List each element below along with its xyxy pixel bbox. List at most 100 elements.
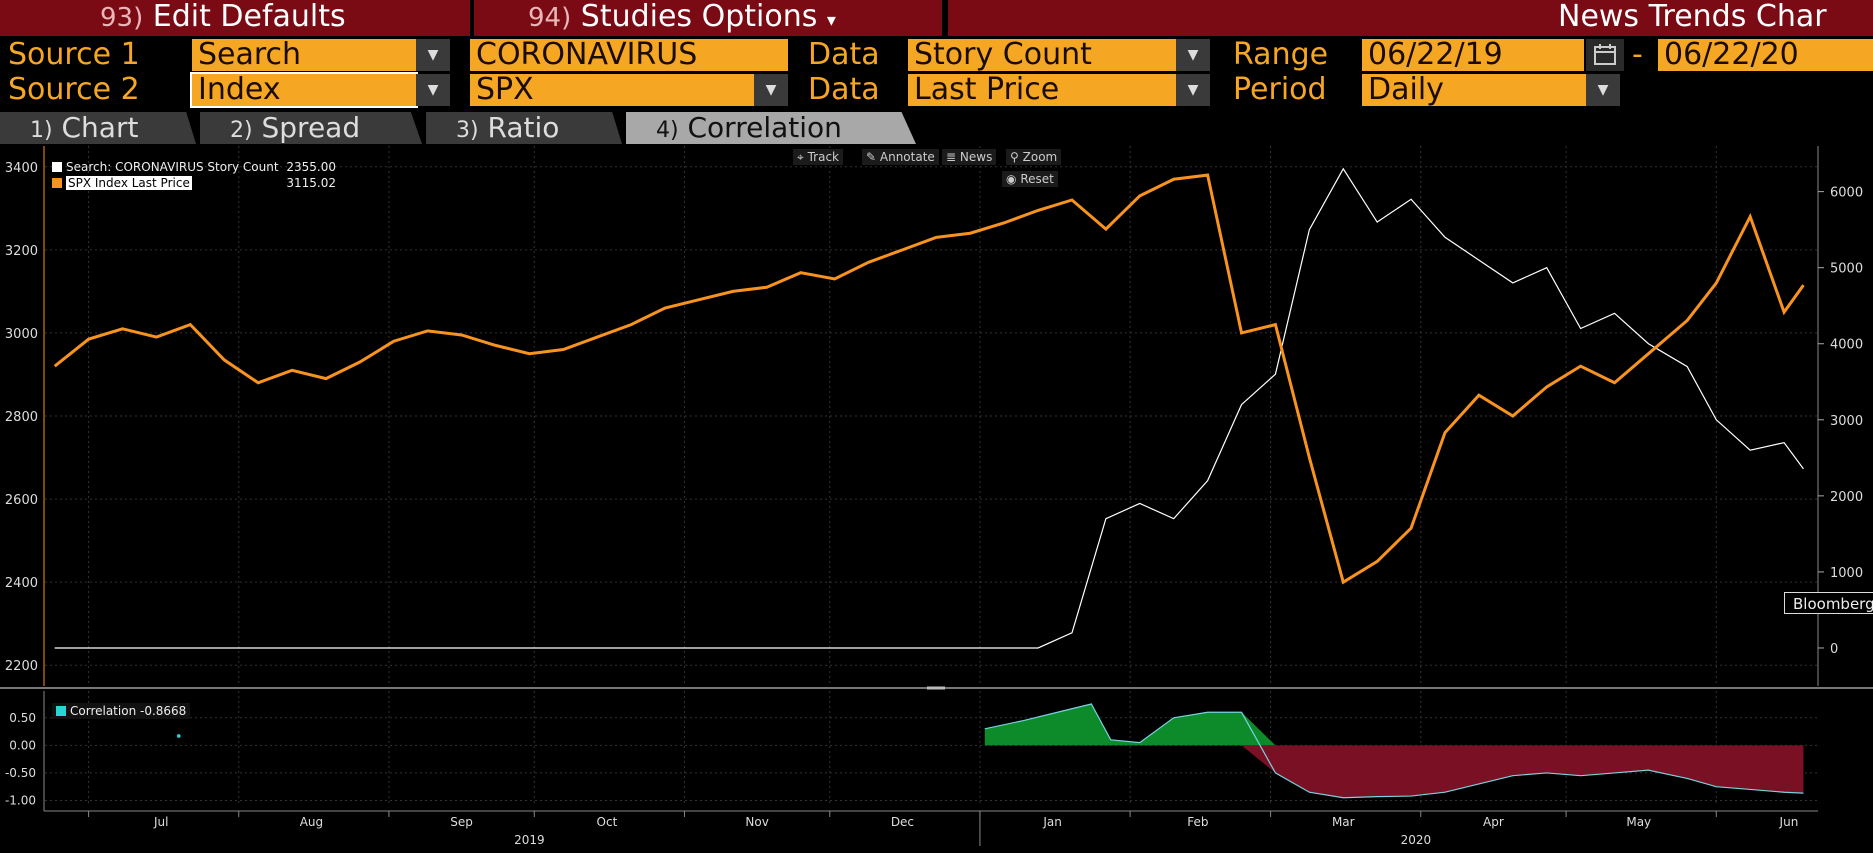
tab-ratio[interactable]: 3) Ratio xyxy=(426,112,622,144)
x-tick-3: Oct xyxy=(597,815,618,829)
legend-swatch-spx xyxy=(52,178,62,188)
data1-field[interactable]: Story Count xyxy=(908,39,1176,71)
zoom-label: Zoom xyxy=(1022,150,1058,164)
chevron-down-icon: ▾ xyxy=(826,10,836,31)
y-tick-right-1: 5000 xyxy=(1830,262,1863,277)
y-tick-right-0: 6000 xyxy=(1830,186,1863,201)
correlation-legend: Correlation -0.8668 xyxy=(52,703,191,719)
studies-options-label: Studies Options xyxy=(580,0,818,34)
news-button[interactable]: ≣ News xyxy=(942,149,997,165)
year-label-2020: 2020 xyxy=(1401,833,1432,847)
y-tick-right-5: 1000 xyxy=(1830,566,1863,581)
chevron-down-icon: ▼ xyxy=(1187,47,1199,63)
correlation-stray-point xyxy=(176,734,181,738)
source2-query-dropdown[interactable]: ▼ xyxy=(754,74,788,106)
data2-dropdown[interactable]: ▼ xyxy=(1176,74,1210,106)
news-icon: ≣ xyxy=(946,150,957,164)
story-count-series-line xyxy=(54,167,1804,649)
year-label-2019: 2019 xyxy=(514,833,545,847)
tab-correlation-number: 4) xyxy=(656,118,679,143)
y-tick-left-0: 3400 xyxy=(5,161,38,176)
legend-name-story-count: Search: CORONAVIRUS Story Count xyxy=(66,160,279,174)
range-end-field[interactable]: 06/22/20 xyxy=(1658,39,1873,71)
data1-dropdown[interactable]: ▼ xyxy=(1176,39,1210,71)
annotate-button[interactable]: ✎ Annotate xyxy=(862,149,939,165)
y-tick-left-6: 2200 xyxy=(5,659,38,674)
source2-type-dropdown[interactable]: ▼ xyxy=(416,74,450,106)
source2-type-field[interactable]: Index xyxy=(190,72,418,108)
legend-name-spx: SPX Index Last Price xyxy=(66,176,192,190)
x-tick-2: Sep xyxy=(450,815,473,829)
pencil-icon: ✎ xyxy=(866,150,877,164)
chevron-down-icon: ▼ xyxy=(1597,82,1609,98)
tab-ratio-label: Ratio xyxy=(487,111,560,144)
reset-button[interactable]: ◉ Reset xyxy=(1002,171,1058,187)
edit-defaults-button[interactable]: 93) Edit Defaults xyxy=(0,0,470,36)
y-tick-right-2: 4000 xyxy=(1830,338,1863,353)
tab-spread[interactable]: 2) Spread xyxy=(200,112,422,144)
source2-query-field[interactable]: SPX xyxy=(470,74,754,106)
chevron-down-icon: ▼ xyxy=(1187,82,1199,98)
edit-defaults-number: 93) xyxy=(100,3,144,33)
tab-correlation[interactable]: 4) Correlation xyxy=(626,112,916,144)
tab-spread-label: Spread xyxy=(261,111,361,144)
x-tick-10: May xyxy=(1626,815,1651,829)
source1-type-dropdown[interactable]: ▼ xyxy=(416,39,450,71)
main-legend: Search: CORONAVIRUS Story Count 2355.00 … xyxy=(52,159,336,191)
news-label: News xyxy=(959,150,993,164)
correlation-line xyxy=(984,703,1804,799)
tab-correlation-label: Correlation xyxy=(687,111,842,144)
period-label: Period xyxy=(1233,72,1327,107)
track-button[interactable]: ⌖ Track xyxy=(793,149,843,165)
corr-y-tick-0: 0.50 xyxy=(9,711,36,725)
bloomberg-tag: Bloomberg xyxy=(1784,592,1873,614)
x-tick-8: Mar xyxy=(1332,815,1355,829)
legend-label-story-count: Search: CORONAVIRUS Story Count xyxy=(52,159,279,175)
range-start-field[interactable]: 06/22/19 xyxy=(1362,39,1584,71)
x-tick-5: Dec xyxy=(891,815,914,829)
range-separator: - xyxy=(1632,37,1643,72)
x-tick-1: Aug xyxy=(300,815,323,829)
correlation-negative-area xyxy=(984,745,1804,798)
studies-options-button[interactable]: 94) Studies Options ▾ xyxy=(474,0,942,36)
legend-item-spx: SPX Index Last Price 3115.02 xyxy=(52,175,336,191)
y-tick-right-6: 0 xyxy=(1830,642,1838,657)
x-tick-11: Jun xyxy=(1779,815,1799,829)
crosshair-icon: ⌖ xyxy=(797,150,804,164)
chart-area[interactable]: 3400 3200 3000 2800 2600 2400 2200 6000 5000 4000… xyxy=(0,146,1873,849)
source1-label: Source 1 xyxy=(8,37,140,72)
period-dropdown[interactable]: ▼ xyxy=(1586,74,1620,106)
legend-value-correlation: -0.8668 xyxy=(140,704,187,718)
legend-value-story-count: 2355.00 xyxy=(286,160,336,174)
data2-field[interactable]: Last Price xyxy=(908,74,1176,106)
corr-y-tick-2: -0.50 xyxy=(5,766,36,780)
window-title-text: News Trends Char xyxy=(1558,0,1827,34)
track-label: Track xyxy=(807,150,839,164)
period-field[interactable]: Daily xyxy=(1362,74,1586,106)
data1-label: Data xyxy=(808,37,880,72)
calendar-icon[interactable] xyxy=(1586,39,1624,71)
tab-chart-label: Chart xyxy=(61,111,139,144)
zoom-button[interactable]: ⚲ Zoom xyxy=(1006,149,1062,165)
y-tick-left-1: 3200 xyxy=(5,244,38,259)
source2-label: Source 2 xyxy=(8,72,140,107)
range-label: Range xyxy=(1233,37,1329,72)
legend-label-spx: SPX Index Last Price xyxy=(52,175,192,191)
corr-y-tick-1: 0.00 xyxy=(9,738,36,752)
chevron-down-icon: ▼ xyxy=(427,47,439,63)
chart-svg: 3400 3200 3000 2800 2600 2400 2200 6000 5000 4000… xyxy=(0,146,1873,847)
x-tick-7: Feb xyxy=(1187,815,1208,829)
edit-defaults-label: Edit Defaults xyxy=(152,0,346,34)
legend-value-spx: 3115.02 xyxy=(286,176,336,190)
reset-label: Reset xyxy=(1020,172,1054,186)
y-tick-left-5: 2400 xyxy=(5,576,38,591)
legend-swatch-story-count xyxy=(52,162,62,172)
x-tick-0: Jul xyxy=(153,815,168,829)
source1-query-field[interactable]: CORONAVIRUS xyxy=(470,39,788,71)
spx-series-line xyxy=(53,173,1805,585)
source1-type-field[interactable]: Search xyxy=(192,39,416,71)
legend-swatch-correlation xyxy=(56,706,66,716)
legend-item-story-count: Search: CORONAVIRUS Story Count 2355.00 xyxy=(52,159,336,175)
chevron-down-icon: ▼ xyxy=(765,82,777,98)
tab-chart[interactable]: 1) Chart xyxy=(0,112,196,144)
